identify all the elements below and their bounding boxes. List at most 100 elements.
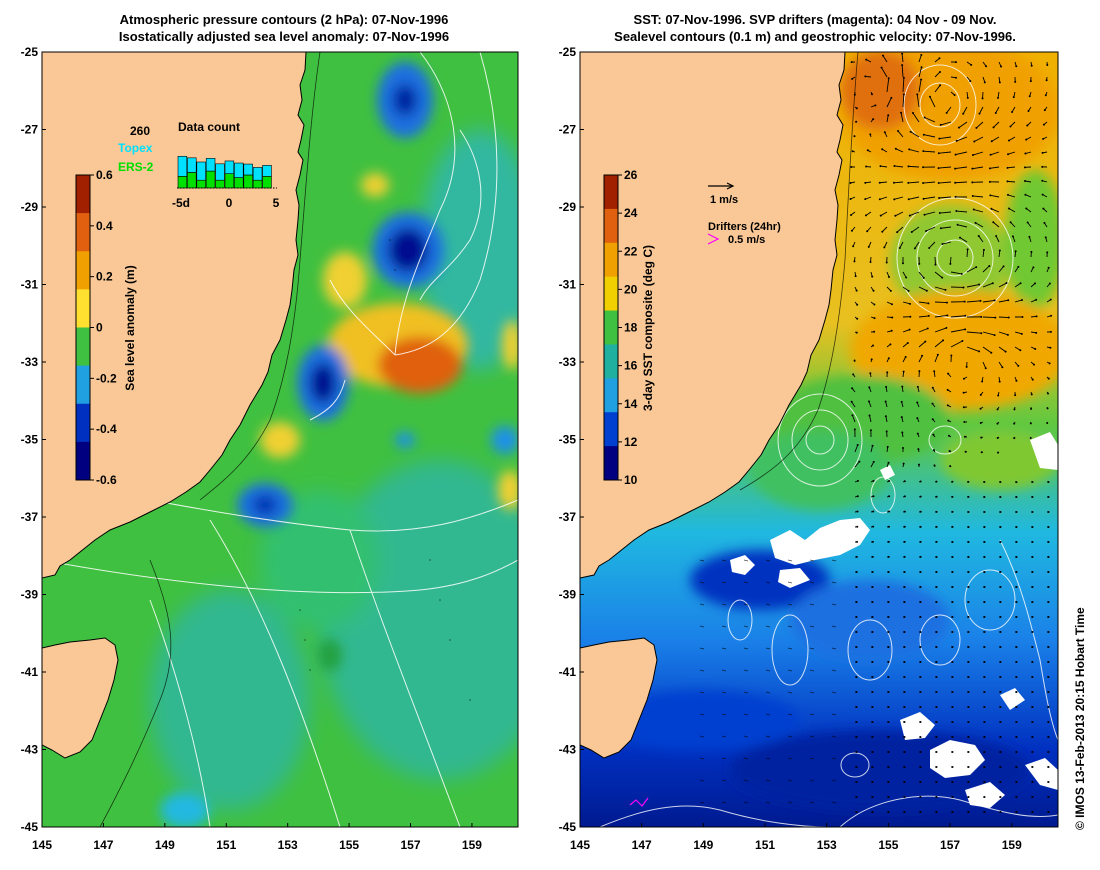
velocity-arrow-head (967, 630, 970, 633)
velocity-arrow-head (998, 249, 1001, 252)
velocity-arrow-head (1031, 781, 1034, 783)
velocity-arrow-head (919, 781, 922, 783)
velocity-arrow (939, 136, 952, 140)
velocity-arrow (743, 581, 749, 584)
velocity-arrow-head (872, 344, 875, 347)
velocity-arrow-head (902, 446, 905, 449)
colorbar-segment (76, 251, 90, 290)
velocity-arrow-head (887, 615, 890, 618)
velocity-arrow-head (919, 751, 922, 753)
velocity-arrow-head (903, 525, 906, 528)
velocity-arrow (908, 165, 920, 168)
colorbar-tick-label: 12 (624, 435, 638, 449)
velocity-arrow-head (979, 422, 982, 425)
velocity-arrow-head (983, 495, 986, 498)
velocity-arrow-head (1042, 137, 1045, 140)
velocity-arrow (893, 181, 904, 184)
colorbar-segment (76, 441, 90, 481)
velocity-arrow-head (1031, 675, 1034, 678)
colorbar-segment (604, 242, 618, 278)
data-count-bar-ers2 (234, 177, 244, 189)
velocity-arrow-head (901, 262, 904, 265)
velocity-arrow-head (951, 706, 954, 708)
velocity-arrow-head (935, 660, 938, 663)
velocity-arrow (934, 71, 941, 78)
velocity-arrow-head (1047, 540, 1050, 543)
velocity-arrow-head (1015, 65, 1018, 68)
velocity-arrow-head (941, 276, 944, 279)
velocity-arrow (966, 300, 981, 303)
velocity-arrow-head (879, 165, 882, 168)
velocity-arrow (895, 148, 904, 153)
velocity-arrow-head (971, 167, 974, 170)
velocity-arrow-head (1031, 660, 1034, 663)
velocity-arrow-head (966, 248, 969, 251)
velocity-arrow-head (961, 339, 964, 342)
velocity-arrow (852, 415, 856, 423)
velocity-arrow-head (993, 299, 996, 302)
velocity-arrow (982, 316, 996, 319)
data-count-bar-ers2 (252, 179, 263, 189)
velocity-arrow (879, 181, 888, 184)
velocity-arrow-head (999, 811, 1002, 813)
velocity-arrow (809, 559, 815, 562)
velocity-arrow-head (1035, 298, 1038, 301)
velocity-arrow-head (973, 140, 976, 143)
velocity-arrow-head (942, 339, 945, 342)
data-count-bar-ers2 (177, 176, 188, 189)
velocity-arrow-head (892, 181, 895, 184)
lat-tick-label: -35 (559, 433, 577, 447)
velocity-arrow-head (947, 372, 950, 375)
velocity-arrow (721, 647, 727, 650)
velocity-arrow (982, 282, 993, 288)
left-colorbar: 0.6 0.4 0.2 0 -0.2 -0.4 -0.6 Sea level anomaly… (75, 168, 137, 487)
velocity-arrow-head (999, 555, 1002, 558)
velocity-arrow-head (980, 451, 983, 454)
velocity-arrow-head (951, 691, 954, 693)
velocity-arrow-head (1035, 315, 1038, 318)
velocity-arrow-head (941, 243, 944, 246)
velocity-arrow-head (855, 630, 858, 633)
velocity-arrow-head (916, 385, 919, 388)
velocity-arrow-head (887, 630, 890, 633)
data-count-bar-ers2 (224, 173, 235, 189)
velocity-arrow (880, 211, 888, 217)
lon-tick-label: 145 (32, 838, 52, 852)
velocity-arrow (787, 691, 793, 694)
velocity-arrow (934, 314, 948, 318)
lon-tick-label: 155 (339, 838, 359, 852)
velocity-arrow-head (957, 126, 960, 129)
velocity-arrow (865, 211, 872, 216)
drifter-scale-label: 0.5 m/s (728, 234, 765, 246)
velocity-arrow-head (1031, 511, 1034, 514)
velocity-arrow (1008, 208, 1016, 213)
velocity-arrow (925, 226, 936, 232)
velocity-arrow-head (853, 428, 856, 431)
velocity-arrow (998, 266, 1004, 273)
velocity-arrow (699, 691, 705, 694)
velocity-arrow (966, 331, 982, 334)
velocity-arrow (743, 801, 749, 804)
velocity-arrow-head (960, 272, 963, 275)
velocity-arrow-head (894, 147, 897, 150)
velocity-arrow-head (978, 283, 981, 286)
velocity-arrow-head (872, 460, 875, 463)
velocity-arrow (787, 757, 793, 760)
velocity-arrow-head (1011, 111, 1014, 114)
velocity-arrow-head (903, 811, 906, 813)
velocity-arrow (1014, 266, 1019, 273)
velocity-arrow-head (963, 420, 966, 423)
velocity-arrow-head (983, 690, 986, 693)
velocity-arrow-head (997, 394, 1000, 397)
velocity-arrow (918, 328, 928, 333)
velocity-arrow-head (885, 385, 888, 388)
velocity-arrow (787, 669, 793, 672)
velocity-arrow-head (887, 811, 890, 813)
lat-tick-label: -37 (21, 510, 39, 524)
velocity-arrow-head (998, 380, 1001, 383)
velocity-arrow-head (967, 781, 970, 783)
velocity-arrow (851, 401, 856, 408)
velocity-arrow-head (907, 181, 910, 184)
velocity-arrow-head (1031, 811, 1034, 813)
right-colorbar: 26 24 22 20 18 16 14 12 10 3-day SST composite (… (603, 168, 655, 487)
